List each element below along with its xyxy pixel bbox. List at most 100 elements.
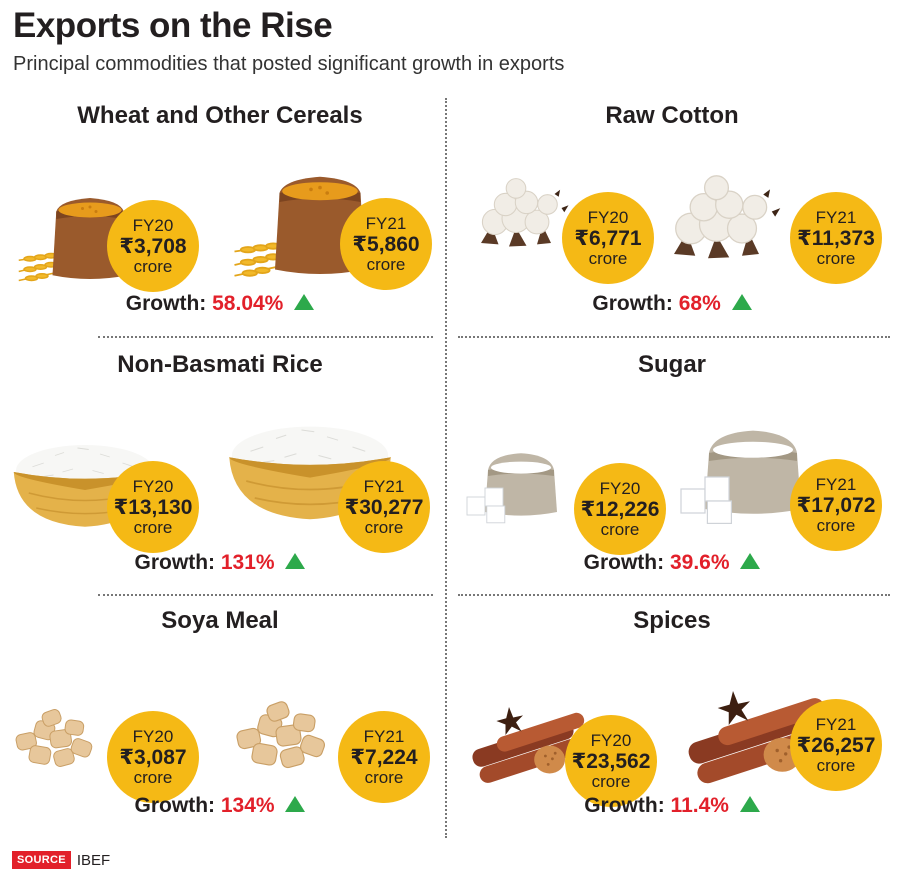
badge-value: ₹23,562 (571, 750, 651, 773)
growth-label: Growth: (592, 292, 673, 315)
up-arrow-icon (285, 796, 306, 812)
source-name: IBEF (76, 851, 111, 869)
badge-value: ₹3,087 (119, 746, 187, 769)
item-fy21: FY21 ₹30,277 crore (225, 399, 435, 553)
growth-line: Growth: 39.6% (452, 551, 892, 575)
badge-year: FY20 (132, 477, 174, 496)
growth-line: Growth: 68% (452, 292, 892, 316)
panel-title: Non-Basmati Rice (117, 351, 323, 378)
item-fy20: FY20 ₹3,708 crore (15, 150, 225, 292)
up-arrow-icon (740, 553, 761, 569)
badge-unit: crore (591, 772, 631, 791)
vertical-divider (445, 98, 447, 838)
item-fy21: FY21 ₹11,373 crore (657, 150, 882, 290)
growth-value: 58.04% (212, 292, 284, 315)
panel-title: Raw Cotton (605, 102, 739, 129)
page-title: Exports on the Rise (13, 6, 333, 45)
growth-value: 11.4% (670, 794, 729, 817)
fy20-badge: FY20 ₹12,226 crore (574, 463, 666, 555)
growth-line: Growth: 11.4% (452, 794, 892, 818)
item-fy21: FY21 ₹7,224 crore (230, 655, 440, 803)
badge-unit: crore (600, 520, 640, 539)
badge-unit: crore (364, 518, 404, 537)
badge-value: ₹5,860 (352, 233, 420, 256)
growth-label: Growth: (134, 794, 216, 817)
panel-title: Spices (633, 607, 711, 634)
badge-unit: crore (366, 255, 406, 274)
sugar-sack-icon (464, 427, 584, 537)
fy20-badge: FY20 ₹6,771 crore (562, 192, 654, 284)
fy20-badge: FY20 ₹3,708 crore (107, 200, 199, 292)
badge-value: ₹7,224 (350, 746, 418, 769)
item-fy21: FY21 ₹17,072 crore (677, 399, 887, 551)
fy21-badge: FY21 ₹26,257 crore (790, 699, 882, 791)
up-arrow-icon (294, 294, 315, 310)
item-fy20: FY20 ₹3,087 crore (10, 655, 220, 803)
panel-soya: Soya Meal FY20 ₹3,087 crore FY21 ₹7,224 … (0, 607, 440, 857)
badge-value: ₹13,130 (113, 496, 193, 519)
panel-title: Wheat and Other Cereals (77, 102, 363, 129)
item-fy20: FY20 ₹13,130 crore (10, 399, 220, 553)
growth-label: Growth: (134, 551, 216, 574)
horizontal-divider-left-2 (98, 594, 433, 596)
badge-unit: crore (816, 249, 856, 268)
badge-unit: crore (133, 257, 173, 276)
horizontal-divider-left-1 (98, 336, 433, 338)
up-arrow-icon (285, 553, 306, 569)
fy20-badge: FY20 ₹23,562 crore (565, 715, 657, 807)
growth-label: Growth: (125, 292, 207, 315)
item-fy20: FY20 ₹12,226 crore (464, 399, 674, 555)
fy21-badge: FY21 ₹17,072 crore (790, 459, 882, 551)
badge-year: FY20 (599, 479, 641, 498)
panel-spices: Spices FY20 ₹23,562 crore FY21 ₹26,257 c… (452, 607, 892, 857)
badge-year: FY21 (363, 727, 405, 746)
badge-year: FY20 (590, 731, 632, 750)
fy21-badge: FY21 ₹30,277 crore (338, 461, 430, 553)
badge-value: ₹6,771 (574, 227, 642, 250)
up-arrow-icon (739, 796, 760, 812)
badge-value: ₹11,373 (797, 227, 875, 250)
badge-value: ₹17,072 (796, 494, 876, 517)
growth-line: Growth: 131% (0, 551, 440, 575)
item-fy20: FY20 ₹6,771 crore (467, 150, 677, 290)
growth-label: Growth: (583, 551, 665, 574)
source-tag: SOURCE (12, 851, 71, 869)
fy21-badge: FY21 ₹11,373 crore (790, 192, 882, 284)
badge-year: FY21 (365, 214, 407, 233)
badge-value: ₹3,708 (119, 235, 187, 258)
panel-rice: Non-Basmati Rice FY20 ₹13,130 crore FY21… (0, 351, 440, 601)
fy20-badge: FY20 ₹3,087 crore (107, 711, 199, 803)
item-fy21: FY21 ₹5,860 crore (230, 150, 440, 290)
growth-value: 39.6% (669, 551, 730, 574)
badge-year: FY20 (132, 216, 174, 235)
source-credit: SOURCE IBEF (12, 851, 110, 869)
fy20-badge: FY20 ₹13,130 crore (107, 461, 199, 553)
horizontal-divider-right-1 (458, 336, 890, 338)
growth-value: 134% (220, 794, 275, 817)
badge-year: FY21 (815, 208, 857, 227)
page-subtitle: Principal commodities that posted signif… (13, 53, 565, 75)
badge-unit: crore (133, 518, 173, 537)
panel-title: Soya Meal (161, 607, 279, 634)
badge-year: FY21 (815, 475, 857, 494)
badge-year: FY21 (815, 715, 857, 734)
panel-title: Sugar (637, 351, 706, 378)
badge-unit: crore (816, 756, 856, 775)
badge-year: FY20 (587, 208, 629, 227)
badge-unit: crore (133, 768, 173, 787)
growth-value: 68% (678, 292, 721, 315)
up-arrow-icon (731, 294, 752, 310)
badge-unit: crore (364, 768, 404, 787)
growth-line: Growth: 134% (0, 794, 440, 818)
badge-year: FY21 (363, 477, 405, 496)
item-fy21: FY21 ₹26,257 crore (682, 655, 892, 795)
fy21-badge: FY21 ₹7,224 crore (338, 711, 430, 803)
growth-value: 131% (220, 551, 275, 574)
growth-line: Growth: 58.04% (0, 292, 440, 316)
panel-sugar: Sugar FY20 ₹12,226 crore FY21 ₹17,072 cr… (452, 351, 892, 601)
fy21-badge: FY21 ₹5,860 crore (340, 198, 432, 290)
horizontal-divider-right-2 (458, 594, 890, 596)
panel-wheat: Wheat and Other Cereals FY20 ₹3,708 cror… (0, 102, 440, 352)
badge-year: FY20 (132, 727, 174, 746)
badge-value: ₹12,226 (580, 498, 660, 521)
